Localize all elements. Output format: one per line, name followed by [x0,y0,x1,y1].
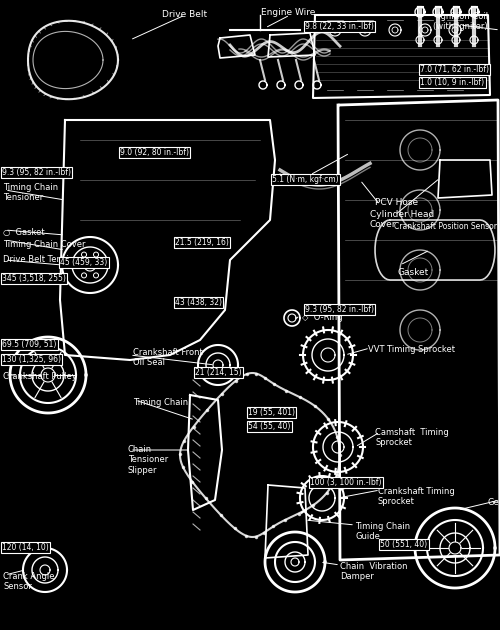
Text: Crankshaft Position Sensor: Crankshaft Position Sensor [394,222,497,231]
Text: 1.0 (10, 9 in.-lbf): 1.0 (10, 9 in.-lbf) [420,78,484,87]
Text: Chain
Tensioner
Slipper: Chain Tensioner Slipper [128,445,168,475]
Text: Gasket: Gasket [398,268,429,277]
Text: Generator: Generator [488,498,500,507]
Text: 9.0 (92, 80 in.-lbf): 9.0 (92, 80 in.-lbf) [120,148,189,157]
Text: Timing Chain: Timing Chain [133,398,188,407]
Text: 43 (438, 32): 43 (438, 32) [175,298,222,307]
Text: ○  Gasket: ○ Gasket [3,228,44,237]
Text: 54 (55, 40): 54 (55, 40) [248,422,290,431]
Text: Ignition Coil
(with Igniter): Ignition Coil (with Igniter) [434,12,488,32]
Text: Timing Chain
Guide: Timing Chain Guide [355,522,410,541]
Text: 21.5 (219, 16): 21.5 (219, 16) [175,238,229,247]
Text: Drive Belt: Drive Belt [162,10,208,19]
Text: 7.0 (71, 62 in.-lbf): 7.0 (71, 62 in.-lbf) [420,65,489,74]
Text: Cylinder Head
Cover: Cylinder Head Cover [370,210,434,229]
Text: 50 (551, 40): 50 (551, 40) [380,540,427,549]
Text: 9.3 (95, 82 in.-lbf): 9.3 (95, 82 in.-lbf) [305,305,374,314]
Text: 130 (1,325, 96): 130 (1,325, 96) [2,355,61,364]
Text: Crank Angle
Sensor: Crank Angle Sensor [3,572,54,592]
Text: 9.8 (22, 33 in.-lbf): 9.8 (22, 33 in.-lbf) [305,22,374,31]
Text: PCV Hose: PCV Hose [375,198,418,207]
Text: ◇  O-Ring: ◇ O-Ring [302,313,343,322]
Text: 5.1 (N·m, kgf·cm): 5.1 (N·m, kgf·cm) [272,175,338,184]
Text: Chain  Vibration
Damper: Chain Vibration Damper [340,562,407,581]
Text: 21 (214, 15): 21 (214, 15) [195,368,242,377]
Text: Timing Chain
Tensioner: Timing Chain Tensioner [3,183,58,202]
Text: 19 (55, 401): 19 (55, 401) [248,408,295,417]
Text: Timing Chain Cover: Timing Chain Cover [3,240,86,249]
Text: Engine Wire: Engine Wire [261,8,315,17]
Text: Crankshaft Pulley: Crankshaft Pulley [3,372,77,381]
Text: 9.3 (95, 82 in.-lbf): 9.3 (95, 82 in.-lbf) [2,168,71,177]
Text: Crankshaft Timing
Sprocket: Crankshaft Timing Sprocket [378,487,455,507]
Text: 100 (3, 100 in.-lbf): 100 (3, 100 in.-lbf) [310,478,382,487]
Text: VVT Timing Sprocket: VVT Timing Sprocket [368,345,455,354]
Text: Camshaft  Timing
Sprocket: Camshaft Timing Sprocket [375,428,449,447]
Text: 120 (14, 10): 120 (14, 10) [2,543,49,552]
Text: 45 (459, 33): 45 (459, 33) [60,258,107,267]
Text: Drive Belt Tensioner: Drive Belt Tensioner [3,255,88,264]
Text: Crankshaft Front
Oil Seal: Crankshaft Front Oil Seal [133,348,203,367]
Text: 69.5 (709, 51): 69.5 (709, 51) [2,340,56,349]
Text: 345 (3,518, 255): 345 (3,518, 255) [2,274,66,283]
